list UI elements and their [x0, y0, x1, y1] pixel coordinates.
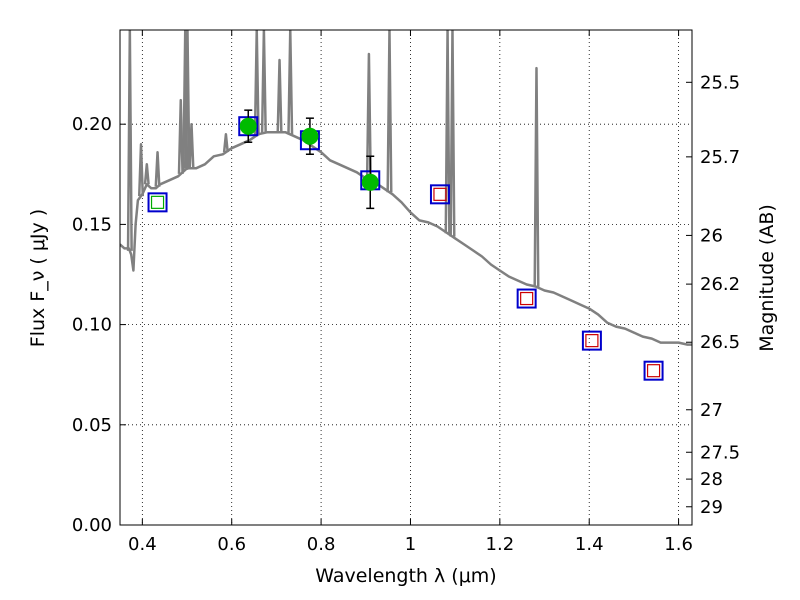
x-tick-label: 0.6 [217, 534, 246, 555]
emission-line [449, 30, 456, 237]
x-tick-label: 0.4 [128, 534, 157, 555]
emission-line [444, 30, 451, 234]
x-tick-label: 0.8 [307, 534, 336, 555]
emission-line [276, 58, 283, 133]
mag-tick-label: 26.2 [700, 274, 740, 295]
emission-line [386, 30, 393, 193]
model-box [429, 184, 450, 205]
inner-box [150, 195, 165, 209]
emission-line [222, 132, 229, 153]
mag-tick-label: 27.5 [700, 442, 740, 463]
x-tick-label: 1.2 [486, 534, 515, 555]
emission-line [533, 66, 540, 287]
plot-background [120, 30, 692, 525]
plot-frame [119, 29, 693, 526]
x-tick-label: 1.6 [664, 534, 693, 555]
x-tick-label: 1.4 [575, 534, 604, 555]
model-box [147, 192, 168, 213]
emission-line [143, 163, 150, 185]
emission-line [137, 142, 145, 197]
axis-ticks: 0.4 0.6 0.8 1 1.2 1.4 1.6 0.00 0.05 0.10 0.15 0.20 2… [72, 30, 740, 555]
observed-point [301, 127, 319, 145]
x-tick-label: 1 [405, 534, 416, 555]
mag-tick-label: 27 [700, 400, 723, 421]
mag-tick-label: 26.5 [700, 332, 740, 353]
y-tick-label: 0.15 [72, 214, 112, 235]
data-layer [120, 30, 692, 381]
inner-box [433, 187, 447, 201]
model-box [581, 330, 602, 351]
emission-line [126, 30, 133, 251]
emission-line [154, 150, 161, 187]
y-tick-label: 0.20 [72, 114, 112, 135]
inner-box [646, 364, 661, 378]
y2-axis-title: Magnitude (AB) [756, 204, 778, 352]
emission-line [184, 30, 191, 169]
mag-tick-label: 26 [700, 225, 723, 246]
emission-line [188, 122, 195, 169]
emission-line [287, 30, 294, 135]
inner-box [585, 334, 599, 348]
model-box [516, 288, 537, 309]
emission-line [177, 98, 184, 174]
x-axis-title: Wavelength λ (μm) [315, 565, 496, 587]
inner-box [520, 291, 534, 306]
mag-tick-label: 25.5 [700, 72, 740, 93]
mag-tick-label: 28 [700, 469, 723, 490]
emission-line [253, 30, 260, 136]
observed-point [239, 117, 257, 135]
observed-point [361, 173, 379, 191]
y-tick-label: 0.05 [72, 415, 112, 436]
y-tick-label: 0.10 [72, 315, 112, 336]
emission-line [365, 52, 372, 180]
mag-tick-label: 29 [700, 497, 723, 518]
mag-tick-label: 25.7 [700, 147, 740, 168]
y-tick-label: 0.00 [72, 515, 112, 536]
emission-line [260, 30, 267, 134]
model-box [643, 360, 664, 381]
y-axis-title: Flux F_ν ( μJy ) [27, 209, 49, 347]
